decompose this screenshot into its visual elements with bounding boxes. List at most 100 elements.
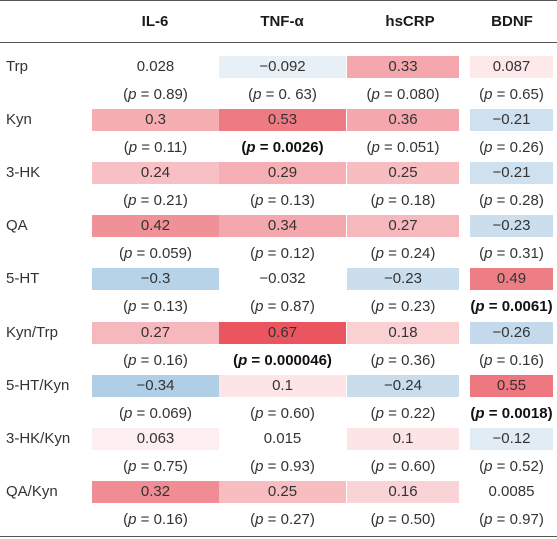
value-cell-il6: −0.3 bbox=[92, 268, 219, 290]
value-cell-hscrp: 0.25 bbox=[347, 162, 459, 184]
p-value-number: 0.13 bbox=[153, 298, 183, 315]
p-value-bdnf: (p = 0.0061) bbox=[470, 298, 553, 315]
column-header-il6: IL-6 bbox=[141, 13, 169, 30]
p-value-number: 0.23 bbox=[401, 298, 431, 315]
p-value-number: 0.21 bbox=[153, 192, 183, 209]
p-value-bdnf: (p = 0.52) bbox=[479, 458, 544, 475]
value-cell-il6: 0.27 bbox=[92, 322, 219, 344]
p-value-number: 0.13 bbox=[280, 192, 310, 209]
p-value-bdnf: (p = 0.0018) bbox=[470, 405, 553, 422]
value-cell-il6: 0.32 bbox=[92, 481, 219, 503]
column-header-bdnf: BDNF bbox=[491, 13, 533, 30]
p-value-number: 0.0018 bbox=[501, 405, 548, 422]
p-value-number: 0.18 bbox=[401, 192, 431, 209]
value-cell-bdnf: −0.21 bbox=[470, 162, 553, 184]
value-cell-il6: −0.34 bbox=[92, 375, 219, 397]
value-cell-bdnf: −0.23 bbox=[470, 215, 553, 237]
p-value-bdnf: (p = 0.28) bbox=[479, 192, 544, 209]
value-cell-il6: 0.3 bbox=[92, 109, 219, 131]
p-value-hscrp: (p = 0.051) bbox=[366, 139, 440, 156]
value-cell-bdnf: 0.087 bbox=[470, 56, 553, 78]
row-label: 3-HK bbox=[6, 164, 41, 181]
p-value-number: 0.93 bbox=[280, 458, 310, 475]
value-cell-hscrp: −0.23 bbox=[347, 268, 459, 290]
value-cell-bdnf: 0.55 bbox=[470, 375, 553, 397]
p-value-number: 0.65 bbox=[509, 86, 539, 103]
p-value-number: 0.000046 bbox=[264, 352, 327, 369]
p-value-hscrp: (p = 0.22) bbox=[370, 405, 436, 422]
value-cell-tnf-alpha: 0.29 bbox=[219, 162, 346, 184]
p-value-number: 0.16 bbox=[153, 511, 183, 528]
p-value-number: 0.051 bbox=[396, 139, 435, 156]
column-header-hscrp: hsCRP bbox=[385, 13, 435, 30]
value-cell-hscrp: 0.18 bbox=[347, 322, 459, 344]
value-cell-hscrp: 0.36 bbox=[347, 109, 459, 131]
p-value-number: 0.12 bbox=[280, 245, 310, 262]
table-header-rule bbox=[0, 42, 557, 43]
p-value-hscrp: (p = 0.18) bbox=[370, 192, 436, 209]
value-cell-hscrp: 0.27 bbox=[347, 215, 459, 237]
value-cell-bdnf: −0.26 bbox=[470, 322, 553, 344]
p-value-number: 0.60 bbox=[280, 405, 310, 422]
row-label: QA/Kyn bbox=[6, 483, 58, 500]
value-cell-tnf-alpha: −0.092 bbox=[219, 56, 346, 78]
p-value-il6: (p = 0.21) bbox=[123, 192, 188, 209]
value-cell-il6: 0.028 bbox=[136, 58, 175, 75]
p-value-hscrp: (p = 0.23) bbox=[370, 298, 436, 315]
p-value-hscrp: (p = 0.24) bbox=[370, 245, 436, 262]
p-value-bdnf: (p = 0.97) bbox=[479, 511, 544, 528]
p-value-number: 0.50 bbox=[401, 511, 431, 528]
p-value-number: 0.080 bbox=[396, 86, 435, 103]
row-label: Kyn/Trp bbox=[6, 324, 58, 341]
p-value-number: 0.16 bbox=[153, 352, 183, 369]
p-value-number: 0.26 bbox=[509, 139, 539, 156]
p-value-number: 0.87 bbox=[280, 298, 310, 315]
p-value-number: 0.27 bbox=[280, 511, 310, 528]
p-value-number: 0.0061 bbox=[501, 298, 548, 315]
value-cell-hscrp: 0.33 bbox=[347, 56, 459, 78]
p-value-hscrp: (p = 0.50) bbox=[370, 511, 436, 528]
value-cell-bdnf: 0.49 bbox=[470, 268, 553, 290]
p-value-bdnf: (p = 0.26) bbox=[479, 139, 544, 156]
p-value-il6: (p = 0.75) bbox=[123, 458, 188, 475]
value-cell-hscrp: 0.16 bbox=[347, 481, 459, 503]
value-cell-bdnf: −0.12 bbox=[470, 428, 553, 450]
p-value-number: 0.069 bbox=[149, 405, 187, 422]
p-value-il6: (p = 0.11) bbox=[123, 139, 188, 156]
value-cell-tnf-alpha: 0.53 bbox=[219, 109, 346, 131]
p-value-number: 0.31 bbox=[509, 245, 539, 262]
p-value-tnf-alpha: (p = 0.12) bbox=[250, 245, 315, 262]
p-value-bdnf: (p = 0.16) bbox=[479, 352, 544, 369]
p-value-tnf-alpha: (p = 0.93) bbox=[250, 458, 315, 475]
p-value-number: 0.24 bbox=[401, 245, 431, 262]
p-value-number: 0.059 bbox=[149, 245, 187, 262]
p-value-il6: (p = 0.89) bbox=[123, 86, 188, 103]
p-value-il6: (p = 0.16) bbox=[123, 352, 188, 369]
p-value-number: 0.97 bbox=[509, 511, 539, 528]
p-value-tnf-alpha: (p = 0.60) bbox=[250, 405, 315, 422]
value-cell-bdnf: −0.21 bbox=[470, 109, 553, 131]
row-label: 3-HK/Kyn bbox=[6, 430, 71, 447]
table-top-rule bbox=[0, 0, 557, 1]
p-value-tnf-alpha: (p = 0.27) bbox=[250, 511, 315, 528]
value-cell-il6: 0.42 bbox=[92, 215, 219, 237]
p-value-number: 0.11 bbox=[154, 139, 183, 156]
value-cell-tnf-alpha: 0.015 bbox=[263, 430, 302, 447]
row-label: Trp bbox=[6, 58, 28, 75]
p-value-bdnf: (p = 0.65) bbox=[479, 86, 544, 103]
value-cell-il6: 0.24 bbox=[92, 162, 219, 184]
value-cell-tnf-alpha: 0.67 bbox=[219, 322, 346, 344]
p-value-number: 0.36 bbox=[401, 352, 431, 369]
p-value-il6: (p = 0.13) bbox=[123, 298, 188, 315]
column-header-tnf-alpha: TNF-α bbox=[260, 13, 304, 30]
value-cell-hscrp: −0.24 bbox=[347, 375, 459, 397]
p-value-number: 0.22 bbox=[401, 405, 431, 422]
p-value-tnf-alpha: (p = 0.0026) bbox=[241, 139, 324, 156]
p-value-hscrp: (p = 0.080) bbox=[366, 86, 440, 103]
p-value-number: 0.28 bbox=[509, 192, 539, 209]
table-bottom-rule bbox=[0, 536, 557, 537]
row-label: Kyn bbox=[6, 111, 32, 128]
p-value-tnf-alpha: (p = 0.13) bbox=[250, 192, 315, 209]
value-cell-tnf-alpha: −0.032 bbox=[259, 270, 306, 287]
p-value-hscrp: (p = 0.36) bbox=[370, 352, 436, 369]
